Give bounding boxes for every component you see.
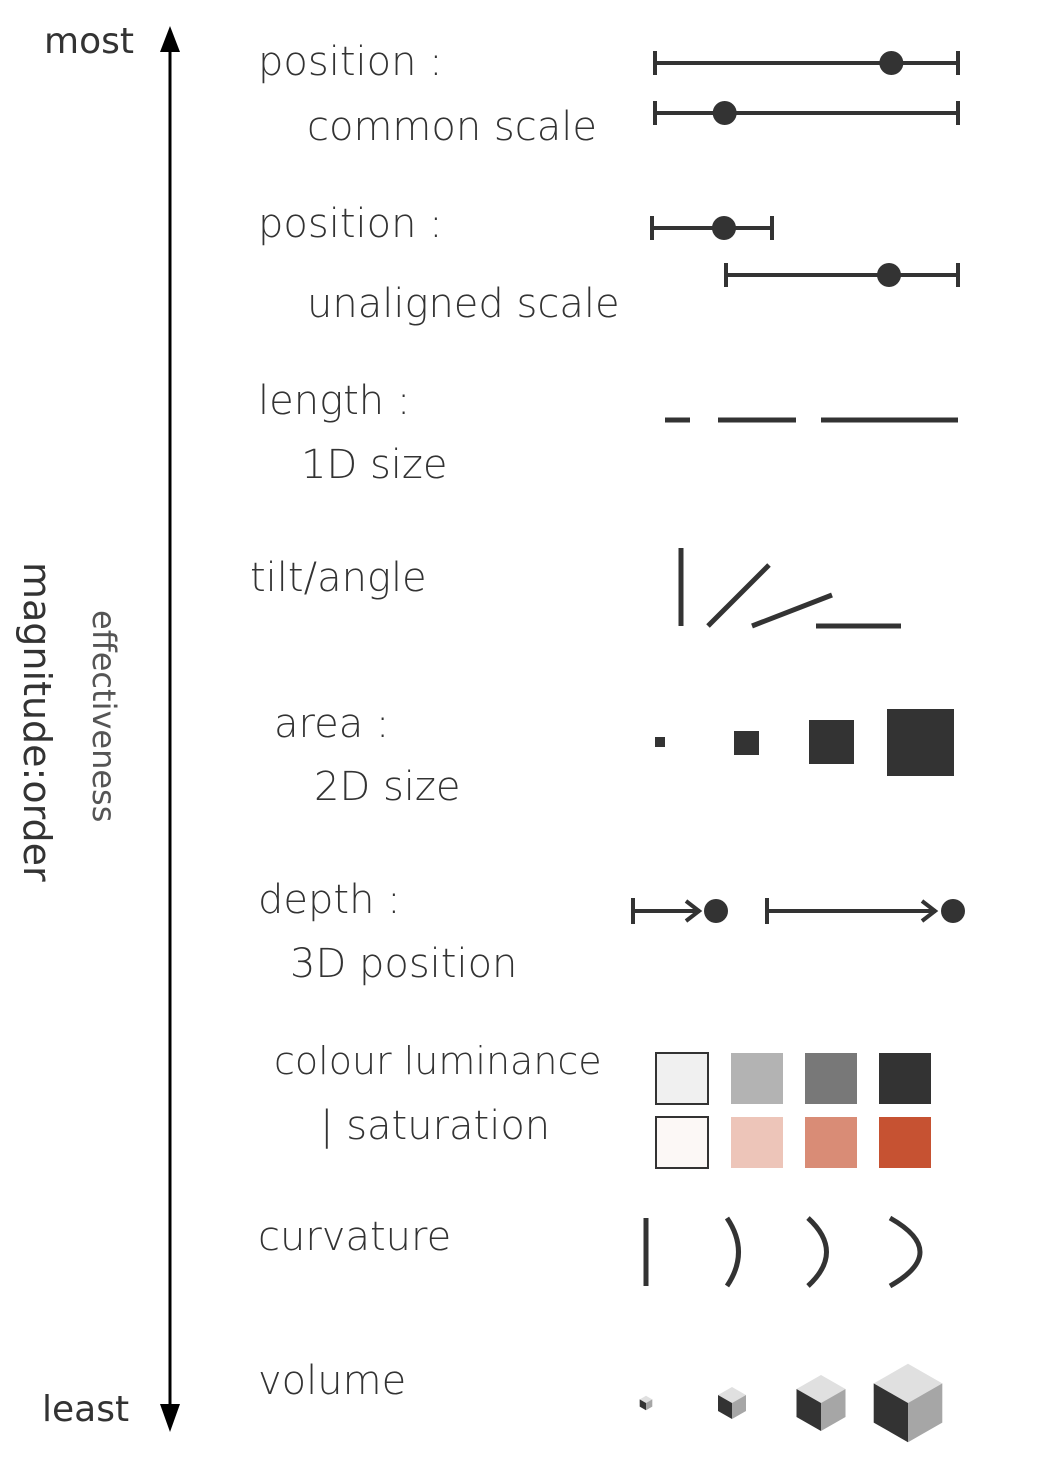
saturation-swatch [655,1116,709,1169]
tilt-line [751,592,833,629]
axis-arrow-up-icon [160,26,180,52]
tilt-glyph [678,548,901,629]
tilt-line [706,563,771,628]
luminance-swatch [879,1053,931,1104]
scale-marker [877,263,901,287]
curve-stroke [806,1216,829,1288]
area-square [655,737,665,747]
unaligned-scale-label-2: unaligned scale [307,281,620,327]
volume-cube [639,1395,653,1411]
area-square [734,731,759,755]
curvature-label: curvature [258,1214,452,1260]
unaligned-scale-glyph [650,216,960,287]
area-label-2: 2D size [314,764,461,810]
arrow-head-icon [920,899,939,923]
area-label-1: area : [274,701,390,747]
axis-arrow-down-icon [160,1404,180,1432]
volume-glyph [639,1363,943,1443]
luminance-label-1: colour luminance [274,1039,602,1083]
common-scale-label-2: common scale [307,104,597,150]
unaligned-scale-label-1: position : [258,201,443,247]
axis-bottom-label: least [42,1389,130,1430]
volume-cube [796,1375,846,1431]
scale-marker [712,216,736,240]
colour-glyph [655,1052,931,1169]
axis-top-label: most [44,21,134,62]
area-glyph [655,709,954,776]
volume-label: volume [258,1358,407,1404]
scale-marker [879,51,904,75]
luminance-swatch [805,1053,857,1104]
depth-point [941,899,965,923]
volume-cube [873,1363,943,1443]
saturation-swatch [879,1117,931,1168]
curvature-glyph [643,1215,923,1289]
saturation-swatch [731,1117,783,1168]
volume-cube [718,1387,746,1419]
luminance-swatch [731,1053,783,1104]
arrow-head-icon [684,899,703,923]
length-label-1: length : [258,378,411,424]
common-scale-glyph [653,51,960,125]
length-label-2: 1D size [301,442,448,488]
luminance-swatch [655,1052,709,1105]
curve-stroke [724,1216,741,1288]
luminance-label-2: | saturation [320,1103,551,1149]
area-square [809,720,854,764]
depth-label-2: 3D position [290,941,518,987]
depth-point [704,899,728,923]
saturation-swatch [805,1117,857,1168]
tilt-label: tilt/angle [250,555,427,601]
area-square [887,709,954,776]
scale-marker [712,101,737,125]
curve-stroke [888,1215,923,1289]
common-scale-label-1: position : [258,39,443,85]
depth-label-1: depth : [258,877,401,923]
depth-glyph [631,898,965,924]
